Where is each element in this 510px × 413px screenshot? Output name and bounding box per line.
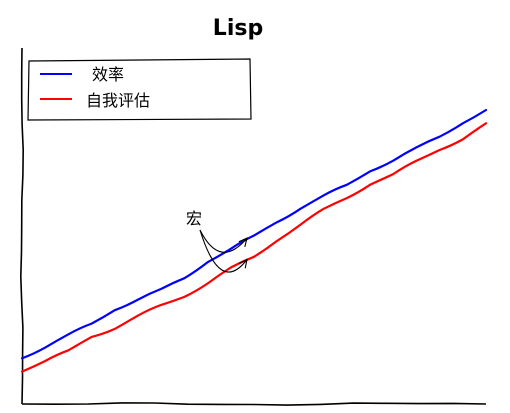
annotation-arrow-line <box>199 229 248 253</box>
legend-label-efficiency: 效率 <box>92 65 124 84</box>
annotation-arrow-head <box>238 258 248 269</box>
y-axis-spine <box>19 47 25 405</box>
legend: 效率 自我评估 <box>27 58 252 121</box>
series-line-self-assessment <box>20 122 488 373</box>
annotation-arrow-head <box>238 237 248 248</box>
annotation: 宏 <box>186 209 248 273</box>
legend-frame <box>27 58 252 121</box>
annotation-label: 宏 <box>186 209 202 228</box>
annotation-arrows <box>199 229 248 273</box>
axes <box>19 47 487 406</box>
chart-title: Lisp <box>213 16 263 41</box>
annotation-arrow-line <box>199 229 248 273</box>
x-axis-spine <box>21 402 487 406</box>
series-line-efficiency <box>20 108 488 360</box>
series-lines <box>20 108 488 373</box>
legend-label-self-assessment: 自我评估 <box>86 91 150 110</box>
